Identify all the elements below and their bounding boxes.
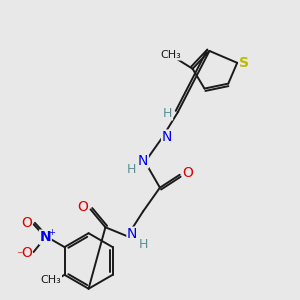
Text: N: N — [162, 130, 172, 144]
Text: O: O — [21, 216, 32, 230]
Text: CH₃: CH₃ — [41, 275, 62, 285]
Text: +: + — [48, 228, 55, 237]
Text: O: O — [77, 200, 88, 214]
Text: N: N — [40, 230, 51, 244]
Text: H: H — [138, 238, 148, 250]
Text: O: O — [21, 246, 32, 260]
Text: S: S — [239, 56, 249, 70]
Text: H: H — [163, 107, 172, 120]
Text: H: H — [127, 163, 136, 176]
Text: ⁻: ⁻ — [16, 250, 23, 262]
Text: O: O — [182, 166, 193, 180]
Text: N: N — [138, 154, 148, 168]
Text: CH₃: CH₃ — [160, 50, 181, 60]
Text: N: N — [127, 227, 137, 241]
